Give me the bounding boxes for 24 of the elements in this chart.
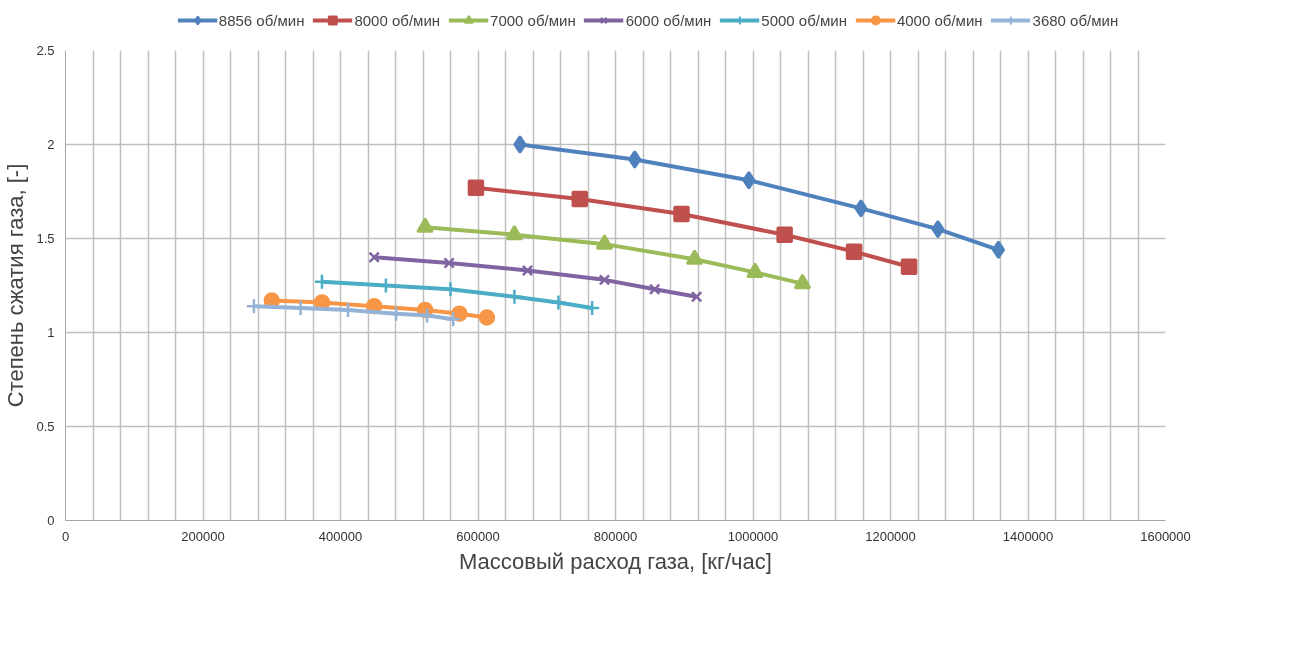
x-tick-label: 1600000 <box>1140 528 1191 544</box>
x-tick-label: 1000000 <box>727 528 779 544</box>
y-tick-label: 1.5 <box>36 231 55 246</box>
y-tick-label: 0 <box>47 513 55 528</box>
x-tick-label: 600000 <box>456 528 500 544</box>
legend-label: 8000 об/мин <box>354 11 441 29</box>
y-tick-label: 2 <box>47 137 55 152</box>
x-tick-label: 0 <box>61 528 70 544</box>
x-axis-title: Массовый расход газа, [кг/час] <box>459 548 772 574</box>
x-tick-label: 1400000 <box>1002 528 1054 544</box>
x-tick-label: 200000 <box>181 528 225 544</box>
y-axis-title: Степень сжатия газа, [-] <box>3 163 29 408</box>
legend-label: 6000 об/мин <box>625 11 712 29</box>
legend-label: 7000 об/мин <box>490 11 576 29</box>
legend-label: 3680 об/мин <box>1032 11 1119 29</box>
x-tick-label: 400000 <box>318 528 363 544</box>
x-tick-label: 800000 <box>593 528 638 544</box>
y-tick-label: 0.5 <box>36 419 55 434</box>
x-tick-label: 1200000 <box>865 528 916 544</box>
legend-label: 4000 об/мин <box>896 11 983 29</box>
y-tick-label: 2.5 <box>36 43 55 58</box>
y-tick-label: 1 <box>47 325 55 340</box>
legend-label: 5000 об/мин <box>761 11 847 29</box>
legend-label: 8856 об/мин <box>218 11 305 29</box>
